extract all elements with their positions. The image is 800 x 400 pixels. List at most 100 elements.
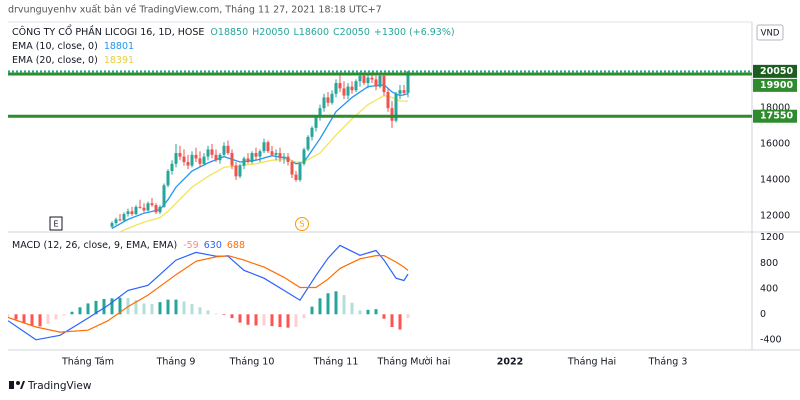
price-pane (110, 71, 410, 232)
histogram-bar (198, 307, 202, 315)
candle-body (406, 71, 410, 93)
histogram-bar (294, 314, 298, 328)
candle-body (218, 154, 222, 161)
candle-body (142, 207, 146, 211)
ohlc-high: H20050 (252, 27, 289, 38)
candle-body (354, 81, 358, 91)
histogram-bar (358, 310, 362, 315)
macd-pane (8, 244, 410, 341)
candle-body (194, 154, 198, 159)
x-tick-label: Tháng 3 (648, 357, 688, 368)
ohlc-open: O18850 (210, 27, 248, 38)
candle-body (186, 162, 190, 166)
candle-body (230, 153, 234, 166)
logo-mark (16, 381, 20, 385)
candle-body (246, 158, 250, 162)
candle-body (134, 206, 138, 215)
macd-hist-value: -59 (183, 240, 199, 251)
histogram-bar (102, 298, 106, 315)
last-price-label-box (753, 64, 797, 78)
histogram-bar (230, 314, 234, 319)
ema-line (118, 94, 409, 232)
candle-body (234, 165, 238, 177)
candle-body (350, 86, 354, 91)
currency-box (756, 24, 784, 41)
candle-body (266, 142, 270, 152)
histogram-bar (366, 309, 370, 315)
candle-body (334, 83, 338, 94)
candle-body (394, 93, 398, 121)
ohlc-low: L18600 (294, 27, 330, 38)
footer: TradingView (27, 380, 92, 392)
histogram-bar (86, 303, 90, 315)
candle-body (310, 127, 314, 137)
histogram-bar (398, 314, 402, 330)
candle-body (222, 145, 226, 155)
logo-mark (20, 381, 25, 389)
macd-line (8, 244, 409, 341)
x-tick-label: Tháng Hai (567, 357, 616, 368)
candle-body (382, 75, 386, 92)
histogram-bar (254, 314, 258, 326)
candle-body (262, 142, 266, 152)
histogram-bar (110, 298, 114, 315)
histogram-bar (30, 314, 34, 326)
candle-body (130, 211, 134, 215)
histogram-bar (390, 314, 394, 328)
y-tick-label: 16000 (760, 139, 790, 150)
histogram-bar (166, 299, 170, 315)
histogram-bar (214, 313, 218, 315)
candle-body (286, 156, 290, 162)
event-circle (295, 217, 309, 231)
histogram-bar (246, 314, 250, 325)
candle-body (338, 83, 342, 89)
y-tick-label: 12000 (760, 210, 790, 221)
candle-body (294, 174, 298, 180)
macd-value: 630 (204, 240, 222, 251)
histogram-bar (318, 298, 322, 315)
candle-body (362, 75, 366, 84)
candle-body (290, 162, 294, 175)
level-label-box (753, 78, 797, 92)
histogram-bar (118, 297, 122, 315)
candle-body (254, 153, 258, 157)
candle-body (250, 153, 254, 162)
histogram-bar (38, 314, 42, 327)
candle-body (138, 206, 142, 208)
y-tick-label: 0 (760, 309, 766, 320)
event-box (49, 216, 63, 231)
header: drvunguyenhv xuất bản về TradingView.com… (8, 5, 382, 16)
histogram-bar (406, 314, 410, 319)
histogram-bar (286, 314, 290, 328)
y-tick-label: 400 (760, 283, 778, 294)
x-tick-label: Tháng Tám (61, 357, 114, 368)
x-tick-label: Tháng 9 (156, 357, 196, 368)
histogram-bar (310, 306, 314, 315)
ema-value: 18391 (104, 55, 134, 66)
candle-body (202, 156, 206, 164)
candle-body (270, 151, 274, 155)
candle-body (402, 90, 406, 93)
histogram-bar (342, 295, 346, 315)
histogram-bar (382, 314, 386, 319)
candle-body (342, 88, 346, 96)
ema-name: EMA (20, close, 0) (12, 55, 98, 66)
histogram-bar (134, 300, 138, 315)
macd-title: MACD (12, 26, close, 9, EMA, EMA) (12, 240, 177, 251)
candle-body (150, 203, 154, 206)
candle-body (114, 219, 118, 224)
change: +1300 (+6.93%) (374, 27, 455, 38)
event-label: E (53, 220, 58, 229)
histogram-bar (270, 314, 274, 327)
candle-body (398, 90, 402, 94)
candle-body (346, 86, 350, 96)
candle-body (318, 108, 322, 118)
candle-body (242, 158, 246, 166)
candle-body (158, 206, 162, 213)
histogram-bar (262, 314, 266, 326)
y-tick-label: 800 (760, 258, 778, 269)
histogram-bar (190, 304, 194, 315)
histogram-bar (22, 314, 26, 323)
ema-name: EMA (10, close, 0) (12, 41, 98, 52)
candle-body (378, 75, 382, 87)
